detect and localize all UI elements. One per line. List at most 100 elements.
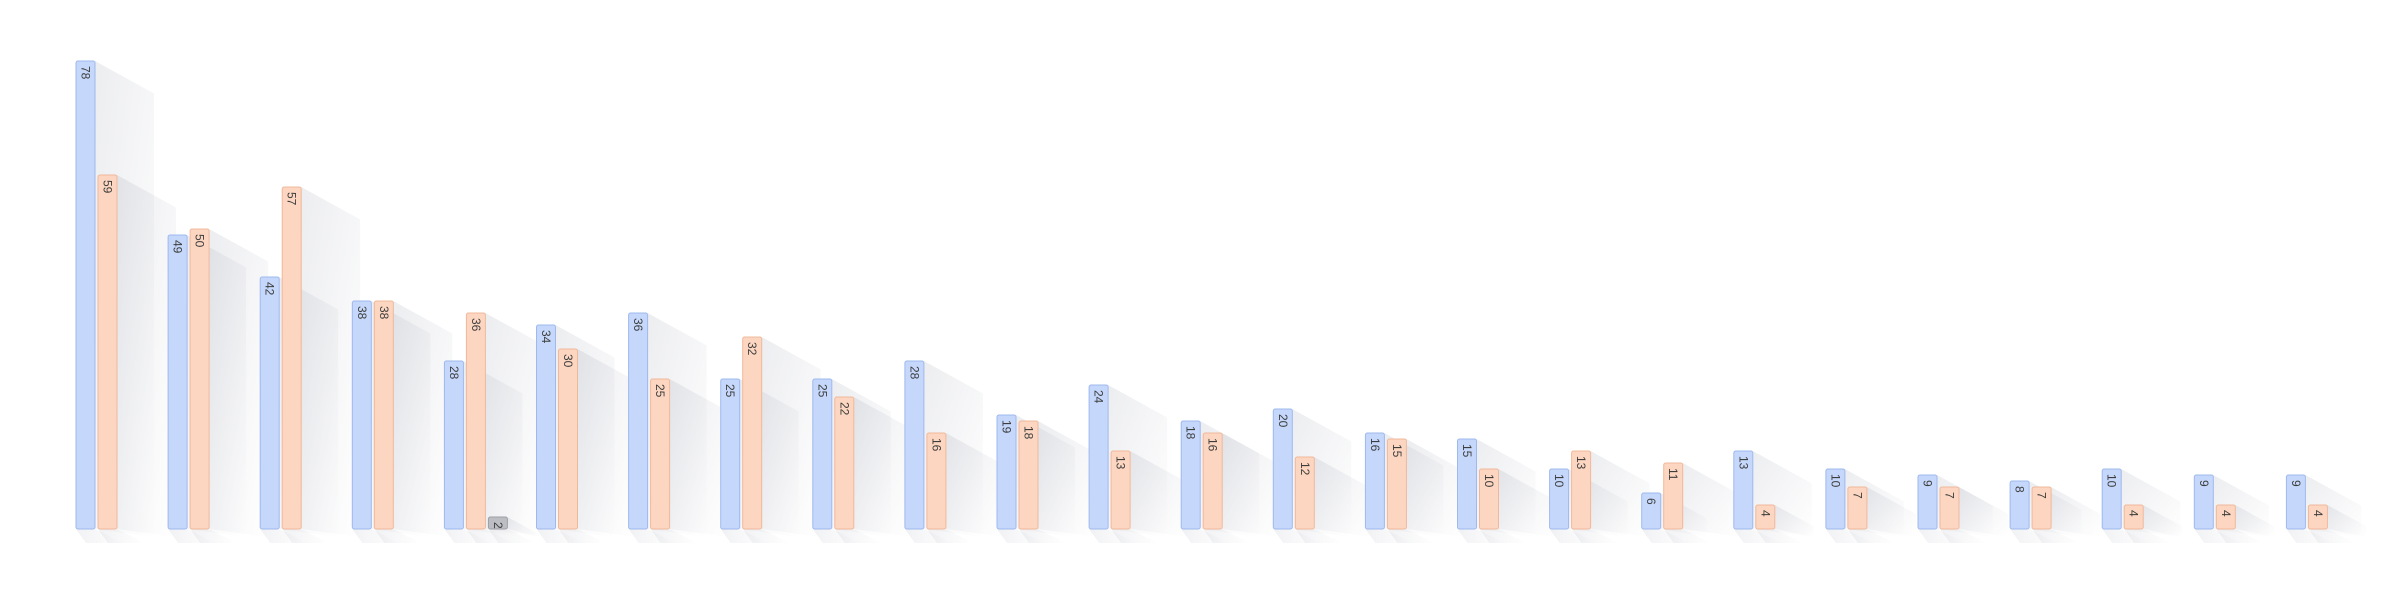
bar-value-label: 28 (447, 366, 461, 380)
bar-shadow (1038, 421, 1097, 537)
bar (2123, 504, 2144, 530)
bar-value-label: 28 (907, 366, 921, 380)
bar-floor-shadow (650, 529, 698, 543)
bar (1917, 474, 1938, 530)
bar (75, 60, 96, 530)
bar-value-label: 7 (1943, 492, 1957, 499)
bar (1180, 420, 1201, 530)
bar-shadow (507, 517, 540, 537)
bar (1294, 456, 1315, 530)
bar-value-label: 16 (1206, 438, 1220, 452)
bar-floor-shadow (558, 529, 606, 543)
bar-value-label: 9 (2197, 480, 2211, 487)
bar-shadow (485, 313, 545, 537)
bar (1088, 384, 1109, 530)
bar-value-label: 18 (1184, 426, 1198, 440)
bar-value-label: 10 (1482, 474, 1496, 488)
bar (834, 396, 855, 530)
bar-value-label: 10 (1828, 474, 1842, 488)
bar-shadow (1498, 469, 1558, 537)
bar-shadow (1222, 433, 1282, 537)
bar-value-label: 4 (2127, 510, 2141, 517)
bar-value-label: 16 (1368, 438, 1382, 452)
bar-shadow (1959, 487, 2009, 537)
bar (650, 378, 671, 530)
bar-value-label: 22 (837, 402, 851, 416)
bar (1202, 432, 1223, 530)
bar-value-label: 25 (653, 384, 667, 398)
bar-value-label: 25 (815, 384, 829, 398)
bar-value-label: 19 (1000, 420, 1014, 434)
bar-floor-shadow (2216, 529, 2264, 543)
bar-floor-shadow (1571, 529, 1619, 543)
bar-value-label: 15 (1460, 444, 1474, 458)
bar-value-label: 6 (1644, 498, 1658, 505)
bar-value-label: 13 (1574, 456, 1588, 470)
bar (1571, 450, 1592, 530)
bar (812, 378, 833, 530)
bar (720, 378, 741, 530)
bar-floor-shadow (488, 529, 536, 543)
bar (351, 300, 372, 530)
bar (1641, 492, 1662, 530)
bar-value-label: 13 (1114, 456, 1128, 470)
bar-floor-shadow (282, 529, 330, 543)
bar-shadow (301, 187, 361, 537)
bar-value-label: 4 (1758, 510, 1772, 517)
bar-value-label: 49 (171, 240, 185, 254)
bar-value-label: 4 (2219, 510, 2233, 517)
bar (2101, 468, 2122, 530)
bar (2307, 504, 2328, 530)
bar-value-label: 15 (1390, 444, 1404, 458)
bar (1018, 420, 1039, 530)
bar (2285, 474, 2306, 530)
bar-shadow (945, 433, 1005, 537)
bar (904, 360, 925, 530)
bar-value-label: 38 (377, 306, 391, 320)
bar (487, 516, 508, 530)
bar-value-label: 8 (2013, 486, 2027, 493)
bar (2215, 504, 2236, 530)
bar (1755, 504, 1776, 530)
bar-shadow (2327, 505, 2367, 537)
bar-floor-shadow (1755, 529, 1803, 543)
bar-value-label: 16 (929, 438, 943, 452)
bar-value-label: 42 (263, 282, 277, 296)
bar (443, 360, 464, 530)
bar (281, 186, 302, 530)
bar (742, 336, 763, 530)
bar (558, 348, 578, 530)
bar (2193, 474, 2214, 530)
bar (189, 228, 210, 530)
bar (1479, 468, 1499, 530)
bar-floor-shadow (1479, 529, 1527, 543)
bar-floor-shadow (1387, 529, 1435, 543)
bar (1386, 438, 1407, 530)
bar-value-label: 20 (1276, 414, 1290, 428)
bar-shadow (2235, 505, 2275, 537)
bar (373, 300, 394, 530)
bar (2009, 480, 2030, 530)
bar-floor-shadow (1295, 529, 1343, 543)
bar (628, 312, 649, 530)
bar-value-label: 30 (561, 354, 575, 368)
bar-shadow (1866, 487, 1916, 537)
bar-floor-shadow (2308, 529, 2356, 543)
bar (1364, 432, 1385, 530)
bar-shadow (1406, 439, 1466, 537)
bar-value-label: 36 (469, 318, 483, 332)
bar-shadow (1314, 457, 1374, 537)
bar (1663, 462, 1684, 530)
bar-floor-shadow (2124, 529, 2172, 543)
bar-shadow (209, 229, 269, 537)
bar-value-label: 34 (539, 330, 553, 344)
bar-shadow (117, 175, 176, 537)
bar-floor-shadow (1019, 529, 1066, 543)
bar-value-label: 10 (1552, 474, 1566, 488)
bar-floor-shadow (834, 529, 882, 543)
bar (97, 174, 118, 530)
bar-shadow (1590, 451, 1650, 537)
bar (536, 324, 556, 530)
bar-value-label: 50 (193, 234, 207, 248)
bar-floor-shadow (1847, 529, 1895, 543)
